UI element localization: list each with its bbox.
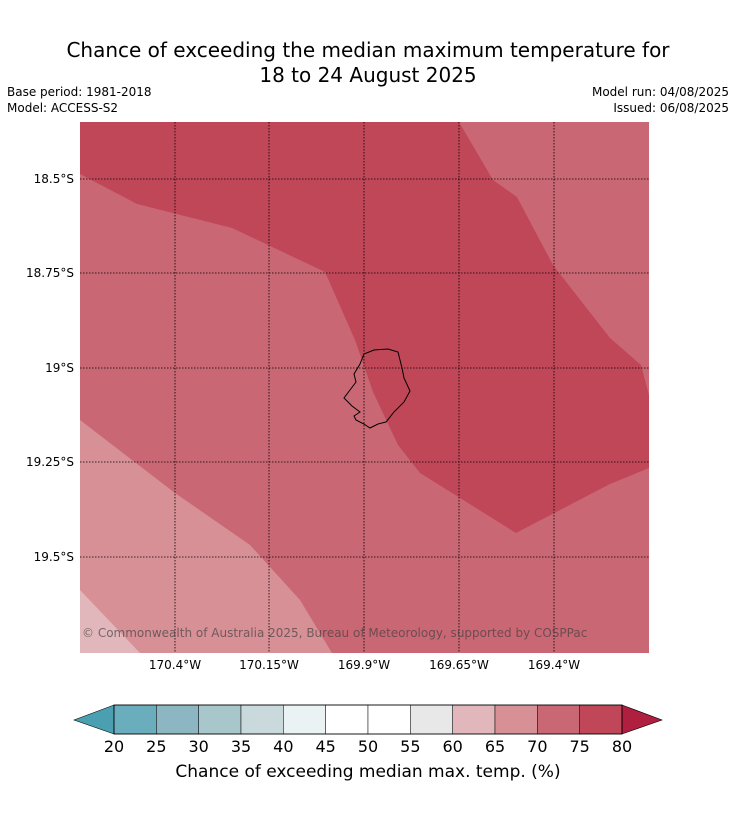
colorbar-bin — [198, 704, 242, 735]
lat-label-3: 19°S — [45, 361, 74, 375]
colorbar-tick-label: 55 — [400, 737, 421, 756]
colorbar-tick-label: 30 — [188, 737, 209, 756]
band-60-65 — [80, 590, 140, 653]
lat-label-5: 19.5°S — [33, 550, 74, 564]
colorbar-tick-label: 45 — [315, 737, 336, 756]
colorbar-tick-label: 75 — [569, 737, 590, 756]
title-line-2: 18 to 24 August 2025 — [259, 63, 477, 87]
colorbar-extend-low — [73, 704, 115, 735]
colorbar-bin — [325, 704, 369, 735]
model-run: Model run: 04/08/2025 — [591, 85, 729, 99]
lat-label-1: 18.5°S — [33, 172, 74, 186]
meta-right: Model run: 04/08/2025 Issued: 06/08/2025 — [592, 84, 729, 116]
gridlines — [80, 122, 649, 653]
map-area — [80, 122, 649, 653]
colorbar-tick-label: 60 — [442, 737, 463, 756]
title-line-1: Chance of exceeding the median maximum t… — [66, 38, 670, 62]
base-period: Base period: 1981-2018 — [7, 85, 152, 99]
colorbar-bin — [452, 704, 496, 735]
colorbar-tick-label: 65 — [484, 737, 506, 756]
colorbar-tick-label: 70 — [527, 737, 548, 756]
colorbar-extend-high — [621, 704, 663, 735]
colorbar-bin — [156, 704, 199, 735]
lon-label-5: 169.4°W — [527, 658, 581, 672]
colorbar-tick-label: 20 — [103, 737, 125, 756]
lat-label-2: 18.75°S — [26, 266, 74, 280]
colorbar-bin — [367, 704, 411, 735]
colorbar-bin — [113, 704, 157, 735]
lon-label-4: 169.65°W — [429, 658, 489, 672]
lon-label-1: 170.4°W — [148, 658, 202, 672]
colorbar-tick-label: 80 — [611, 737, 633, 756]
colorbar-bin — [537, 704, 580, 735]
island-coastline — [343, 348, 411, 429]
colorbar-bin — [494, 704, 538, 735]
colorbar-tick-label: 25 — [146, 737, 167, 756]
map-title: Chance of exceeding the median maximum t… — [0, 38, 736, 88]
colorbar-bin — [410, 704, 453, 735]
colorbar — [73, 704, 663, 735]
colorbar-bin — [283, 704, 326, 735]
lon-label-2: 170.15°W — [239, 658, 299, 672]
model-name: Model: ACCESS-S2 — [7, 101, 119, 115]
lon-label-3: 169.9°W — [337, 658, 391, 672]
colorbar-tick-label: 40 — [273, 737, 294, 756]
colorbar-tick-label: 35 — [230, 737, 252, 756]
colorbar-bin — [579, 704, 623, 735]
meta-left: Base period: 1981-2018 Model: ACCESS-S2 — [7, 84, 152, 116]
colorbar-title: Chance of exceeding median max. temp. (%… — [175, 762, 561, 782]
issued-date: Issued: 06/08/2025 — [613, 101, 729, 115]
lat-label-4: 19.25°S — [26, 455, 74, 469]
colorbar-bin — [240, 704, 284, 735]
colorbar-tick-label: 50 — [357, 737, 379, 756]
copyright-notice: © Commonwealth of Australia 2025, Bureau… — [82, 626, 588, 640]
band-65-70 — [80, 420, 332, 653]
band-75-80 — [80, 122, 649, 533]
